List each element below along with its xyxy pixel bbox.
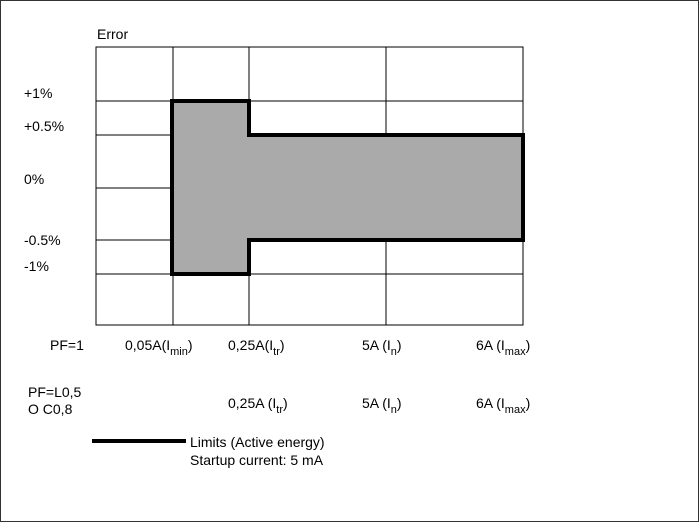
pf2-tick-itr: 0,25A (Itr) [228, 395, 288, 416]
pf1-tick-imin: 0,05A(Imin) [125, 337, 193, 358]
legend-text-line2: Startup current: 5 mA [190, 452, 324, 468]
y-label-plus05: +0.5% [24, 118, 64, 134]
y-label-minus1: -1% [24, 258, 49, 274]
diagram-title: Error [97, 26, 128, 42]
legend-text-line1: Limits (Active energy) [190, 434, 325, 450]
y-label-minus05: -0.5% [24, 232, 61, 248]
pf2-tick-imax: 6A (Imax) [476, 395, 530, 416]
pf1-tick-itr: 0,25A(Itr) [228, 337, 285, 358]
pf2-label-line2: O C0,8 [28, 401, 73, 417]
pf2-tick-in: 5A (In) [362, 395, 402, 416]
pf1-tick-in: 5A (In) [362, 337, 402, 358]
pf1-tick-imax: 6A (Imax) [476, 337, 530, 358]
error-limit-region [170, 99, 525, 276]
y-label-zero: 0% [24, 171, 44, 187]
y-label-plus1: +1% [24, 85, 52, 101]
pf1-label: PF=1 [50, 337, 84, 353]
pf2-label-line1: PF=L0,5 [28, 384, 82, 400]
